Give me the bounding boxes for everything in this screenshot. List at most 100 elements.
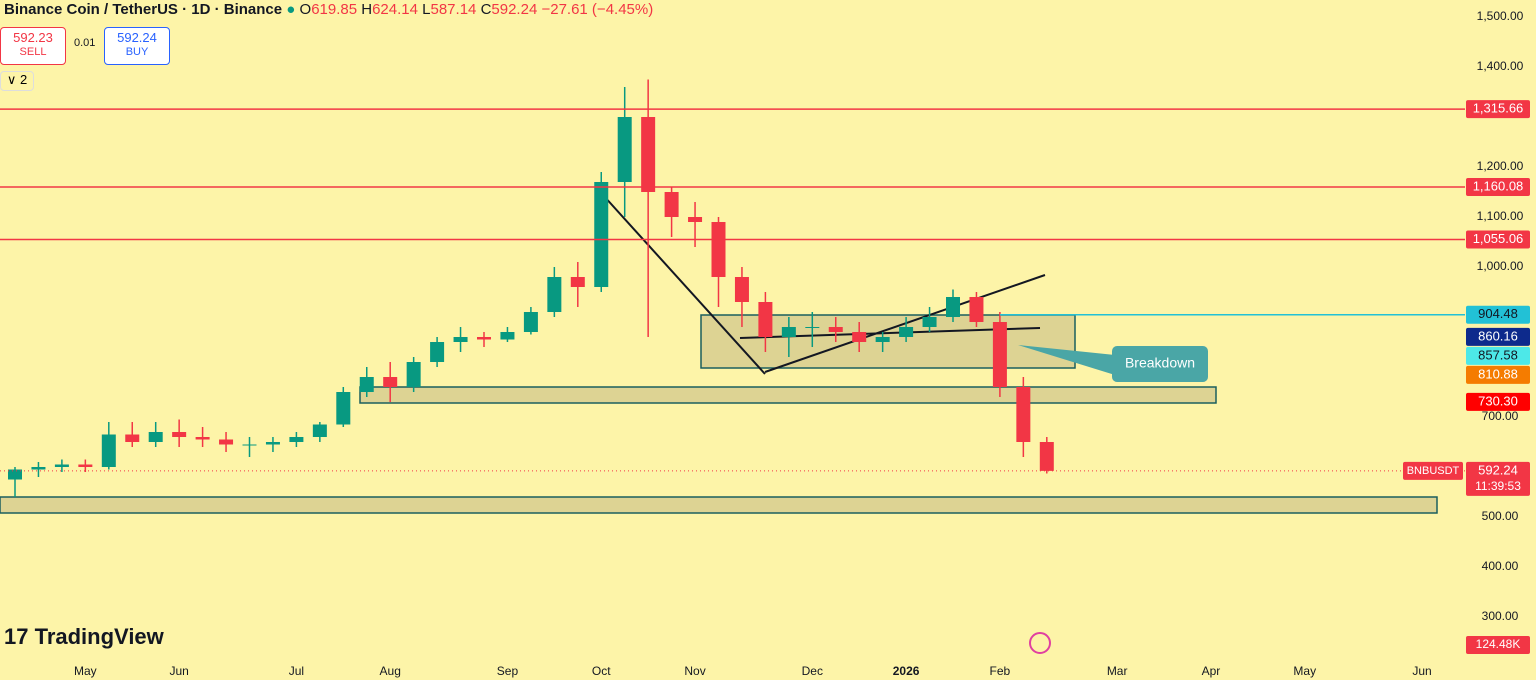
candle-body: [992, 322, 1007, 387]
candle-body: [312, 424, 327, 437]
price-label-bg: [1466, 365, 1530, 384]
symbol-tag: BNBUSDT: [1407, 465, 1460, 477]
ohlc-key: O: [299, 1, 312, 18]
price-label: 1,160.08: [1473, 178, 1524, 193]
buy-button[interactable]: 592.24 BUY: [104, 27, 170, 65]
alert-icon[interactable]: [1029, 632, 1051, 654]
candle-body: [359, 377, 374, 392]
candle-body: [148, 432, 163, 442]
sell-price: 592.23: [13, 30, 53, 45]
volume-label: 124.48K: [1476, 637, 1521, 651]
symbol-title: Binance Coin / TetherUS · 1D · Binance ●…: [4, 1, 654, 18]
x-tick-label: Feb: [990, 664, 1011, 678]
candle-body: [78, 464, 93, 467]
y-tick-label: 400.00: [1482, 559, 1519, 573]
ohlc-value: 619.85: [311, 1, 358, 18]
candle-body: [477, 337, 491, 340]
candle-body: [547, 277, 562, 312]
candle-body: [195, 437, 210, 440]
y-tick-label: 300.00: [1482, 609, 1519, 623]
candle-body: [641, 117, 656, 192]
price-label: 810.88: [1478, 366, 1518, 381]
candle-body: [734, 277, 749, 302]
volume-label-bg: [1466, 636, 1530, 654]
candle-body: [711, 222, 726, 277]
price-label-bg: [1466, 100, 1530, 119]
sell-label: SELL: [19, 46, 47, 58]
candle-body: [899, 327, 914, 337]
candle-body: [31, 467, 46, 470]
countdown: 11:39:53: [1475, 479, 1521, 493]
indicator-count: 2: [19, 72, 28, 87]
candle-body: [922, 317, 937, 327]
buy-price: 592.24: [117, 30, 157, 45]
y-tick-label: 500.00: [1482, 509, 1519, 523]
zone: [0, 496, 1438, 514]
y-tick-label: 1,200.00: [1477, 159, 1524, 173]
logo-text: TradingView: [34, 624, 164, 649]
candle-body: [125, 434, 140, 442]
x-tick-label: Jul: [289, 664, 304, 678]
price-label: 857.58: [1478, 347, 1518, 362]
ohlc-key: H: [361, 1, 373, 18]
callout-box: [1112, 346, 1208, 382]
price-label: 1,055.06: [1473, 231, 1524, 246]
y-tick-label: 1,500.00: [1477, 9, 1524, 23]
price-label-bg: [1466, 392, 1530, 411]
x-tick-label: Apr: [1202, 664, 1221, 678]
candle-body: [688, 217, 703, 222]
ohlc-key: C: [480, 1, 492, 18]
y-tick-label: 700.00: [1482, 409, 1519, 423]
candle-body: [875, 337, 890, 342]
price-label: 904.48: [1478, 306, 1518, 321]
x-tick-label: Oct: [592, 664, 611, 678]
callout-pointer: [1018, 345, 1115, 375]
candle-body: [219, 439, 234, 445]
candle-body: [8, 469, 22, 480]
last-price: 592.24: [1478, 462, 1518, 477]
candle-body: [617, 117, 632, 182]
x-tick-label: Aug: [380, 664, 401, 678]
price-label: 860.16: [1478, 328, 1518, 343]
sell-button[interactable]: 592.23 SELL: [0, 27, 66, 65]
y-tick-label: 1,000.00: [1477, 259, 1524, 273]
candle-body: [172, 432, 187, 437]
candle-body: [594, 182, 609, 287]
price-label-bg: [1466, 305, 1530, 324]
x-tick-label: Jun: [1412, 664, 1431, 678]
indicators-toggle[interactable]: ∨ 2: [0, 71, 34, 91]
x-tick-label: May: [74, 664, 97, 678]
candle-body: [101, 434, 116, 467]
ohlc-value: 624.14: [372, 1, 418, 18]
price-label-bg: [1466, 230, 1530, 249]
x-tick-label: Mar: [1107, 664, 1128, 678]
candle-body: [336, 392, 351, 425]
x-tick-label: May: [1293, 664, 1316, 678]
x-tick-label: Sep: [497, 664, 519, 678]
candle-body: [805, 327, 820, 328]
last-price-bg: [1466, 461, 1530, 496]
candle-body: [406, 362, 421, 387]
candle-body: [265, 442, 280, 445]
spread: 0.01: [74, 37, 96, 49]
ohlc-value: 587.14: [430, 1, 477, 18]
candle-body: [54, 464, 69, 467]
trend-line: [602, 194, 766, 375]
candle-body: [969, 297, 984, 322]
x-tick-label: Jun: [169, 664, 188, 678]
price-label: 730.30: [1478, 393, 1518, 408]
candle-body: [664, 192, 679, 217]
candle-body: [383, 377, 398, 387]
candle-body: [946, 297, 960, 317]
candle-body: [852, 332, 867, 342]
buy-label: BUY: [125, 46, 149, 58]
y-tick-label: 1,100.00: [1477, 209, 1524, 223]
trend-line: [764, 274, 1046, 373]
candle-body: [500, 332, 515, 340]
candle-body: [289, 437, 304, 442]
x-tick-label: 2026: [893, 664, 920, 678]
candle-body: [781, 327, 796, 337]
x-tick-label: Nov: [684, 664, 705, 678]
